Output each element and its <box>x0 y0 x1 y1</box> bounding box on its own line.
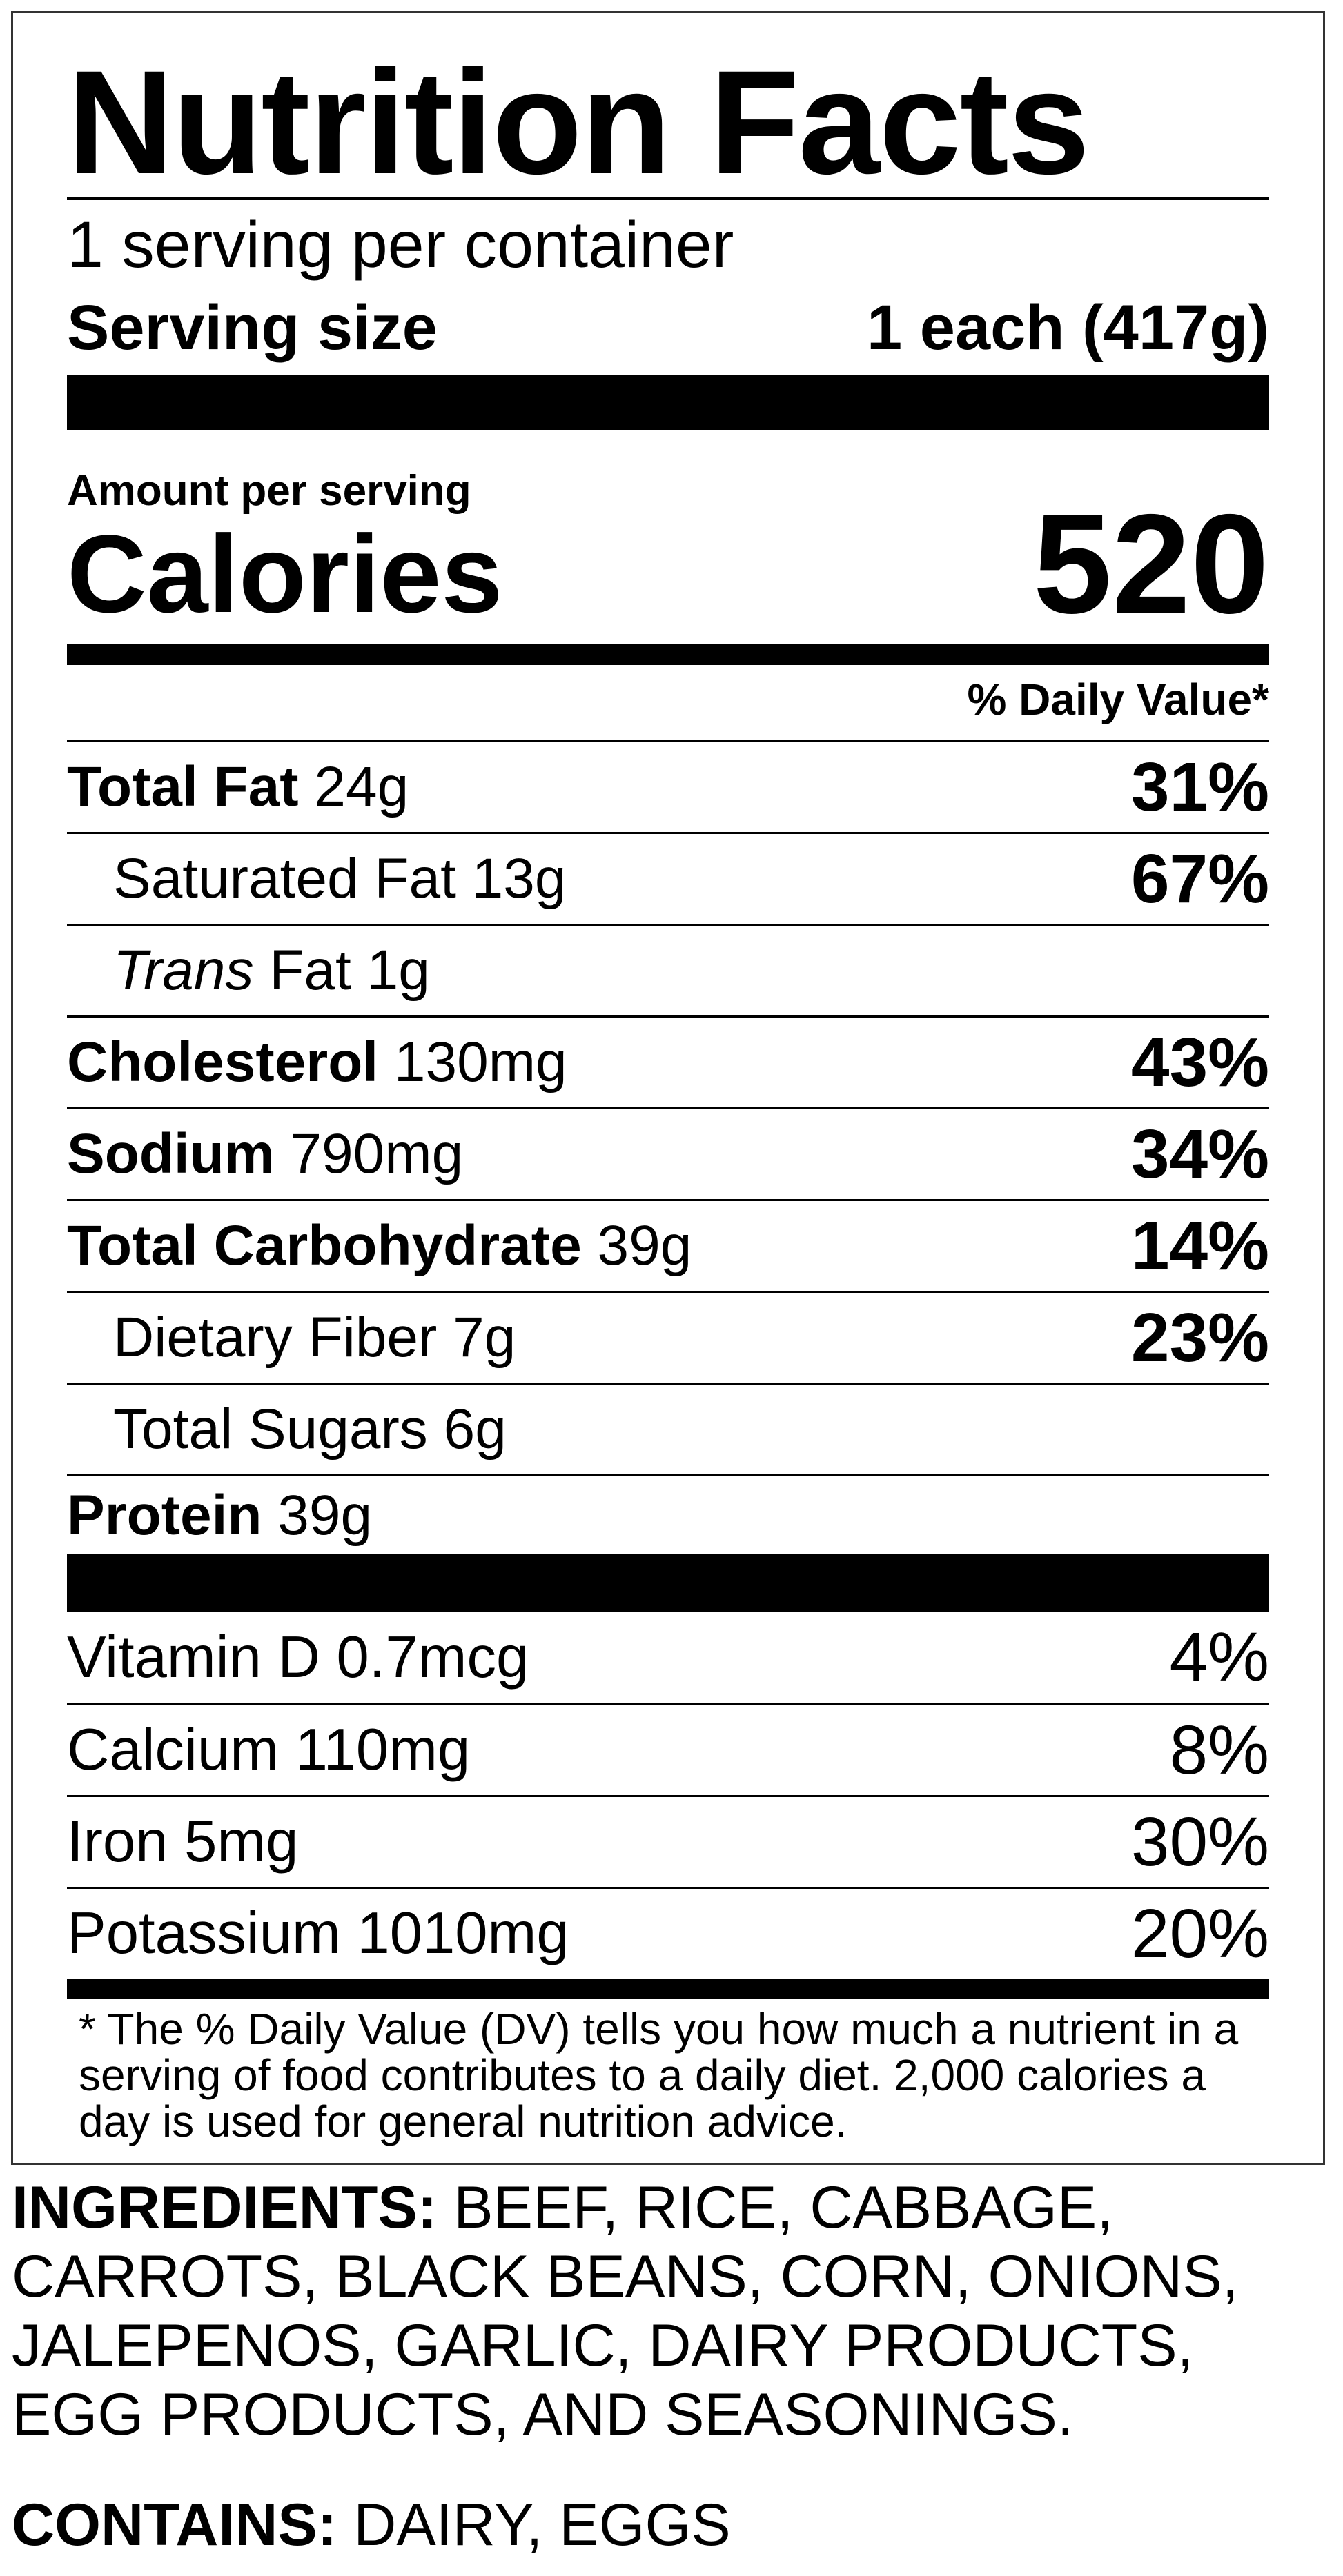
nutrient-amount: 39g <box>277 1483 373 1547</box>
vitamin-row-vitamin-d: Vitamin D 0.7mcg 4% <box>67 1612 1269 1703</box>
vitamin-name: Potassium 1010mg <box>67 1901 569 1966</box>
panel-title: Nutrition Facts <box>67 40 1090 205</box>
contains-label: CONTAINS: <box>12 2492 337 2558</box>
contains-text: DAIRY, EGGS <box>353 2492 731 2558</box>
calories-value: 520 <box>1032 485 1269 643</box>
nutrient-table: Total Fat 24g 31% Saturated Fat 13g 67% … <box>67 740 1269 2145</box>
nutrient-name: Cholesterol <box>67 1031 379 1093</box>
nutrient-name: Total Sugars <box>113 1398 428 1460</box>
vitamin-name: Calcium 110mg <box>67 1717 471 1783</box>
serving-size-value: 1 each (417g) <box>867 293 1269 363</box>
nutrient-name: Sodium <box>67 1122 275 1185</box>
nutrient-row-saturated-fat: Saturated Fat 13g 67% <box>67 832 1269 924</box>
nutrient-amount: 13g <box>471 847 567 910</box>
nutrient-row-total-sugars: Total Sugars 6g <box>67 1383 1269 1474</box>
nutrient-row-total-carbohydrate: Total Carbohydrate 39g 14% <box>67 1199 1269 1291</box>
amount-per-serving: Amount per serving <box>67 467 471 515</box>
serving-size-label: Serving size <box>67 293 438 363</box>
nutrient-name: Fat <box>269 939 351 1002</box>
vitamins-divider <box>67 1554 1269 1612</box>
nutrient-amount: 24g <box>314 755 409 818</box>
nutrient-dv: 14% <box>1130 1207 1269 1285</box>
nutrient-row-protein: Protein 39g <box>67 1474 1269 1554</box>
nutrient-row-cholesterol: Cholesterol 130mg 43% <box>67 1015 1269 1107</box>
nutrient-name: Saturated Fat <box>113 847 456 910</box>
daily-value-footnote: * The % Daily Value (DV) tells you how m… <box>79 2004 1239 2146</box>
calories-divider <box>67 644 1269 665</box>
nutrient-dv: 34% <box>1130 1115 1269 1193</box>
title-divider <box>67 197 1269 200</box>
vitamin-dv: 4% <box>1169 1618 1269 1696</box>
nutrient-dv: 31% <box>1130 748 1269 826</box>
nutrient-name: Total Carbohydrate <box>67 1214 582 1277</box>
nutrient-row-total-fat: Total Fat 24g 31% <box>67 740 1269 832</box>
nutrient-dv: 43% <box>1130 1023 1269 1101</box>
ingredients-text: BEEF, RICE, CABBAGE, CARROTS, BLACK BEAN… <box>12 2174 1239 2448</box>
nutrition-facts-panel <box>11 11 1325 2165</box>
vitamin-name: Iron 5mg <box>67 1809 299 1874</box>
vitamin-dv: 20% <box>1130 1894 1269 1972</box>
vitamin-row-potassium: Potassium 1010mg 20% <box>67 1887 1269 1979</box>
serving-size-row: Serving size 1 each (417g) <box>67 296 1269 359</box>
nutrient-row-sodium: Sodium 790mg 34% <box>67 1107 1269 1199</box>
vitamin-row-calcium: Calcium 110mg 8% <box>67 1703 1269 1795</box>
nutrient-name: Total Fat <box>67 755 299 818</box>
calories-label: Calories <box>67 512 503 635</box>
daily-value-header: % Daily Value* <box>967 675 1269 724</box>
nutrient-name: Protein <box>67 1483 262 1547</box>
nutrient-name-italic: Trans <box>113 939 254 1002</box>
vitamin-row-iron: Iron 5mg 30% <box>67 1795 1269 1887</box>
footnote-divider <box>67 1979 1269 1999</box>
nutrient-row-trans-fat: Trans Fat 1g <box>67 924 1269 1015</box>
nutrient-amount: 130mg <box>393 1031 567 1093</box>
thick-divider <box>67 375 1269 430</box>
nutrient-amount: 1g <box>366 939 430 1002</box>
vitamin-dv: 30% <box>1130 1803 1269 1881</box>
nutrient-name: Dietary Fiber <box>113 1306 438 1369</box>
nutrient-amount: 39g <box>597 1214 692 1277</box>
vitamin-name: Vitamin D 0.7mcg <box>67 1624 529 1690</box>
nutrient-dv: 67% <box>1130 840 1269 918</box>
allergen-statement: CONTAINS: DAIRY, EGGS <box>12 2490 731 2559</box>
vitamin-dv: 8% <box>1169 1711 1269 1789</box>
nutrient-amount: 790mg <box>290 1122 464 1185</box>
nutrient-amount: 6g <box>443 1398 507 1460</box>
nutrient-amount: 7g <box>453 1306 516 1369</box>
ingredients-label: INGREDIENTS: <box>12 2174 438 2241</box>
ingredients-statement: INGREDIENTS: BEEF, RICE, CABBAGE, CARROT… <box>12 2173 1323 2449</box>
servings-per-container: 1 serving per container <box>67 208 734 281</box>
nutrient-dv: 23% <box>1130 1298 1269 1376</box>
nutrient-row-dietary-fiber: Dietary Fiber 7g 23% <box>67 1291 1269 1383</box>
